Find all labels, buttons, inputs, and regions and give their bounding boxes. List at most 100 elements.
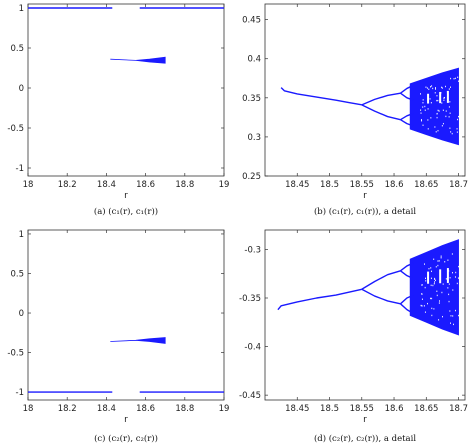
y-tick-label: -0.3 (244, 245, 261, 255)
band-gap-speck (445, 110, 447, 112)
band-gap-speck (456, 282, 458, 285)
band-gap-speck (450, 131, 452, 133)
band-gap-speck (436, 99, 438, 102)
band-gap-speck (433, 308, 435, 310)
bifurcation-branch (400, 119, 414, 127)
band-gap-speck (444, 261, 446, 263)
band-gap-speck (431, 270, 432, 273)
x-axis-label: r (124, 415, 128, 425)
bifurcation-branch (400, 262, 414, 272)
band-gap-speck (421, 284, 423, 286)
band-gap-speck (458, 314, 460, 317)
band-gap-speck (438, 260, 440, 262)
plot-area (280, 67, 460, 146)
plot-area (28, 337, 224, 393)
y-tick-label: 0.25 (242, 172, 261, 182)
band-gap-speck (436, 290, 438, 293)
x-tick-label: 18.2 (58, 404, 77, 414)
band-gap-speck (436, 95, 438, 97)
x-tick-label: 18.8 (175, 404, 194, 414)
x-tick-label: 18.6 (385, 180, 404, 190)
band-gap-speck (432, 87, 434, 90)
band-gap-speck (438, 302, 440, 304)
band-gap-speck (441, 102, 443, 104)
band-gap-speck (457, 76, 459, 78)
band-gap-speck (442, 283, 444, 285)
band-gap-speck (448, 283, 450, 285)
band-gap-speck (448, 88, 450, 90)
band-gap-speck (440, 257, 442, 259)
periodic-window-gap (427, 93, 430, 104)
x-tick-label: 19 (219, 404, 230, 414)
band-gap-speck (428, 88, 430, 91)
band-gap-speck (456, 128, 458, 130)
y-tick-label: 0 (19, 84, 24, 94)
y-tick-label: -0.4 (244, 343, 261, 353)
band-gap-speck (421, 293, 423, 295)
band-gap-speck (438, 319, 440, 321)
band-gap-speck (447, 259, 449, 261)
band-gap-speck (425, 280, 427, 282)
y-tick-label: 0 (19, 309, 24, 319)
band-gap-speck (426, 87, 428, 89)
band-gap-speck (423, 305, 425, 307)
band-gap-speck (439, 300, 440, 302)
panel-d: 18.45 18.5 18.55 18.6 18.65 18.7 -0.45 -0.4 -0.3… (239, 229, 468, 444)
band-gap-speck (444, 96, 446, 99)
band-gap-speck (437, 260, 439, 262)
band-gap-speck (443, 97, 445, 99)
chaotic-band (409, 67, 459, 146)
band-gap-speck (421, 305, 423, 307)
y-tick-label: -1 (16, 164, 24, 174)
band-gap-speck (452, 289, 454, 291)
x-tick-label: 18.55 (350, 180, 374, 190)
band-gap-speck (458, 115, 459, 118)
x-tick-label: 18.4 (97, 404, 116, 414)
band-gap-speck (443, 99, 445, 101)
band-gap-speck (458, 265, 460, 268)
plot-area (28, 7, 224, 64)
band-gap-speck (433, 283, 435, 285)
bifurcation-branch (277, 288, 362, 311)
y-tick-label: 0.35 (242, 94, 261, 104)
x-tick-label: 18.5 (320, 180, 339, 190)
periodic-window-gap (427, 271, 430, 284)
chaotic-band (110, 56, 166, 64)
band-gap-speck (449, 101, 451, 103)
band-gap-speck (424, 311, 426, 313)
band-gap-speck (424, 105, 426, 108)
band-gap-speck (430, 117, 432, 119)
band-gap-speck (434, 126, 436, 128)
y-tick-label: 0.45 (242, 16, 261, 26)
band-gap-speck (455, 271, 457, 274)
y-tick-label: -0.5 (7, 124, 24, 134)
band-gap-speck (422, 102, 424, 104)
y-tick-label: -0.5 (7, 349, 24, 359)
x-tick-label: 18.6 (136, 404, 155, 414)
band-gap-speck (425, 277, 426, 280)
band-gap-speck (429, 98, 431, 100)
band-gap-speck (448, 106, 450, 108)
band-gap-speck (420, 93, 421, 95)
band-gap-speck (453, 77, 455, 80)
band-gap-speck (437, 264, 439, 267)
bifurcation-branch (400, 84, 414, 94)
x-tick-label: 18.45 (285, 180, 309, 190)
band-gap-speck (451, 253, 453, 255)
band-gap-speck (425, 86, 427, 88)
band-gap-speck (427, 108, 429, 110)
band-gap-speck (434, 92, 436, 94)
band-gap-speck (445, 85, 446, 88)
band-gap-speck (448, 300, 450, 303)
band-gap-speck (441, 291, 443, 294)
bifurcation-branch (361, 92, 401, 106)
band-gap-speck (435, 266, 437, 268)
band-gap-speck (436, 116, 438, 119)
band-gap-speck (450, 77, 452, 80)
periodic-window-gap (439, 269, 442, 284)
bifurcation-branch (361, 104, 401, 121)
band-gap-speck (445, 115, 447, 118)
band-gap-speck (447, 287, 449, 289)
plot-frame (27, 3, 225, 177)
band-gap-speck (424, 286, 426, 289)
